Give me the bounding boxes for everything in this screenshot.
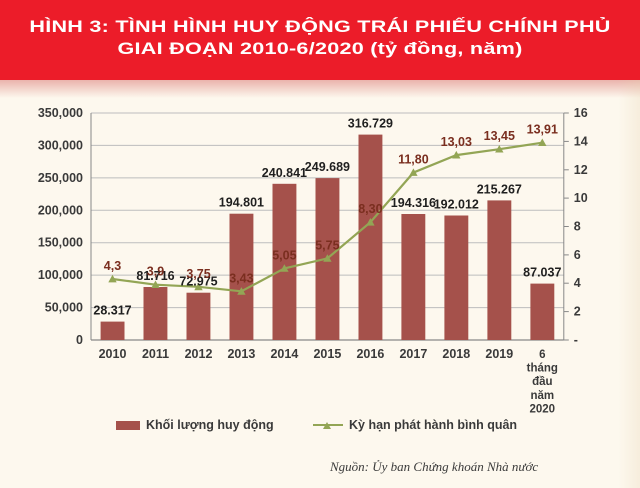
svg-text:tháng: tháng <box>527 363 558 375</box>
svg-text:250,000: 250,000 <box>38 171 83 185</box>
svg-text:150,000: 150,000 <box>38 236 83 250</box>
svg-text:2020: 2020 <box>530 403 556 415</box>
svg-text:2018: 2018 <box>442 347 470 361</box>
svg-text:2016: 2016 <box>356 347 384 361</box>
svg-text:2011: 2011 <box>142 347 169 361</box>
svg-text:194.801: 194.801 <box>219 196 264 210</box>
svg-text:16: 16 <box>574 106 588 120</box>
svg-text:4,3: 4,3 <box>104 259 121 273</box>
svg-text:2014: 2014 <box>270 347 298 361</box>
svg-text:11,80: 11,80 <box>398 153 429 167</box>
svg-text:5,75: 5,75 <box>315 238 339 252</box>
svg-text:50,000: 50,000 <box>45 301 83 315</box>
svg-text:316.729: 316.729 <box>348 117 393 131</box>
svg-text:192.012: 192.012 <box>434 198 479 212</box>
svg-text:240.841: 240.841 <box>262 166 307 180</box>
svg-text:2010: 2010 <box>99 347 127 361</box>
svg-text:2012: 2012 <box>185 347 213 361</box>
svg-text:0: 0 <box>76 333 83 347</box>
svg-text:3,43: 3,43 <box>229 271 253 285</box>
svg-text:4: 4 <box>574 276 581 290</box>
svg-text:-: - <box>574 333 578 347</box>
svg-text:5,05: 5,05 <box>272 248 296 262</box>
svg-text:300,000: 300,000 <box>38 138 83 152</box>
svg-text:100,000: 100,000 <box>38 268 83 282</box>
svg-text:194.316: 194.316 <box>391 196 436 210</box>
svg-text:8: 8 <box>574 220 581 234</box>
svg-text:13,45: 13,45 <box>484 129 515 143</box>
svg-text:8,30: 8,30 <box>358 202 382 216</box>
svg-text:13,03: 13,03 <box>441 135 472 149</box>
svg-text:14: 14 <box>574 134 588 148</box>
svg-text:6: 6 <box>539 349 545 361</box>
svg-text:đầu: đầu <box>532 376 552 388</box>
svg-text:215.267: 215.267 <box>477 182 522 196</box>
svg-text:12: 12 <box>574 163 588 177</box>
svg-text:10: 10 <box>574 191 588 205</box>
svg-text:2019: 2019 <box>485 347 513 361</box>
svg-text:350,000: 350,000 <box>38 106 83 120</box>
svg-text:6: 6 <box>574 248 581 262</box>
svg-text:200,000: 200,000 <box>38 203 83 217</box>
svg-text:13,91: 13,91 <box>527 123 558 137</box>
svg-text:87.037: 87.037 <box>523 266 561 280</box>
svg-text:2015: 2015 <box>313 347 341 361</box>
svg-text:3,75: 3,75 <box>186 267 210 281</box>
svg-text:249.689: 249.689 <box>305 160 350 174</box>
svg-text:3,9: 3,9 <box>147 265 164 279</box>
svg-text:28.317: 28.317 <box>93 304 131 318</box>
svg-text:2013: 2013 <box>227 347 255 361</box>
svg-text:năm: năm <box>530 390 554 402</box>
svg-text:2017: 2017 <box>399 347 427 361</box>
svg-text:2: 2 <box>574 305 581 319</box>
